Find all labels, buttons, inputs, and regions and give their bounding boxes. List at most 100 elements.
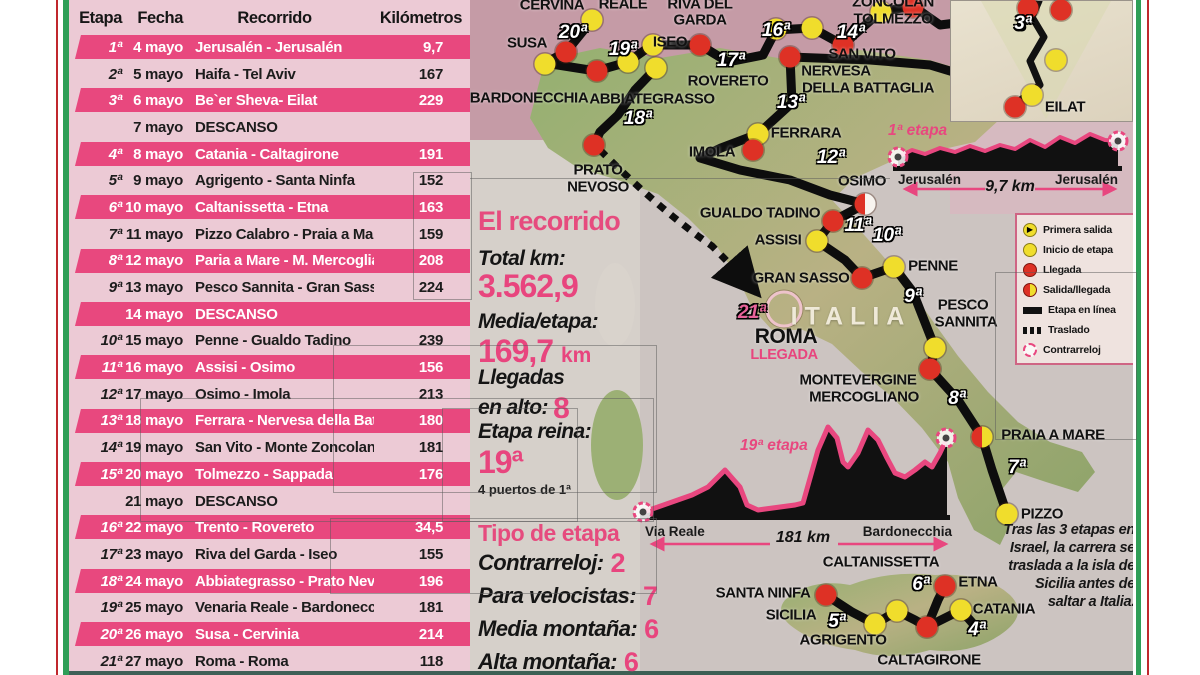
route-cell: Pesco Sannita - Gran Sasso xyxy=(195,279,374,297)
stage-number: 10ª xyxy=(872,225,902,246)
stage-type-value: 6 xyxy=(644,614,659,644)
route-cell: Susa - Cervinia xyxy=(195,625,299,643)
finish-marker xyxy=(815,584,837,606)
km-cell: 9,7 xyxy=(423,38,443,56)
map-label: MONTEVERGINE xyxy=(799,371,917,389)
finish-marker xyxy=(902,0,924,18)
route-cell: Riva del Garda - Iseo xyxy=(195,545,338,563)
map-label: RIVA DEL xyxy=(667,0,733,13)
llegadas-text: en alto: xyxy=(478,396,548,419)
finish-marker xyxy=(555,41,577,63)
stage-cell: 2ª xyxy=(108,65,123,83)
map-label: ZONCOLAN xyxy=(852,0,934,11)
stage-table-header: Etapa Fecha Recorrido Kilómetros xyxy=(69,6,470,30)
legend-item: Salida/llegada xyxy=(1023,280,1129,299)
map-label: MERCOGLIANO xyxy=(809,388,919,406)
map-label: LLEGADA xyxy=(750,347,818,363)
italy-landmass xyxy=(530,48,1095,545)
km-cell: 191 xyxy=(418,145,443,163)
media-etapa-value: 169,7 km xyxy=(478,335,591,367)
date-cell: 25 mayo xyxy=(125,599,183,617)
stage-start-marker xyxy=(864,613,886,635)
route-cell: Abbiategrasso - Prato Nevoso xyxy=(195,572,374,590)
map-label: ISEO xyxy=(652,33,688,51)
table-row: 20ª 26 mayo Susa - Cervinia 214 xyxy=(69,621,470,648)
stage-start-marker xyxy=(883,256,905,278)
stage-type-label: Alta montaña: xyxy=(478,649,617,674)
map-label: DELLA BATTAGLIA xyxy=(801,79,935,97)
date-cell: 23 mayo xyxy=(125,545,183,563)
table-row: 7ª 11 mayo Pizzo Calabro - Praia a Mare 159 xyxy=(69,221,470,248)
flag-red-line-left xyxy=(56,0,58,675)
stage19-start-label: Via Reale xyxy=(645,524,705,539)
table-row: 21 mayo DESCANSO xyxy=(69,488,470,515)
stage-cell: 16ª xyxy=(100,519,123,537)
stage-number: 13ª xyxy=(776,92,806,113)
tipo-etapa-title: Tipo de etapa xyxy=(478,520,620,546)
table-row: 16ª 22 mayo Trento - Rovereto 34,5 xyxy=(69,514,470,541)
stage-cell: 5ª xyxy=(108,172,123,190)
map-label: SANNITA xyxy=(934,313,998,331)
stage-start-marker xyxy=(1021,84,1043,106)
stage-cell: 7ª xyxy=(108,225,123,243)
table-row: 14ª 19 mayo San Vito - Monte Zoncolan 181 xyxy=(69,434,470,461)
stage-start-marker xyxy=(1045,49,1067,71)
map-label: BARDONECCHIA xyxy=(470,89,589,107)
legend-item: ▶ Primera salida xyxy=(1023,220,1129,239)
stage-start-marker xyxy=(886,600,908,622)
table-row: 2ª 5 mayo Haifa - Tel Aviv 167 xyxy=(69,61,470,88)
stage-table-rows: 1ª 4 mayo Jerusalén - Jerusalén 9,7 2ª 5 mayo… xyxy=(69,34,470,675)
km-cell: 34,5 xyxy=(415,519,443,537)
km-cell: 176 xyxy=(418,465,443,483)
map-label: IMOLA xyxy=(688,143,736,161)
stage-type-value: 7 xyxy=(642,581,658,611)
stage-number: 16ª xyxy=(761,20,791,41)
date-cell: 21 mayo xyxy=(125,492,183,510)
km-cell: 181 xyxy=(418,599,443,617)
stage-start-marker xyxy=(645,57,667,79)
date-cell: 12 mayo xyxy=(125,252,183,270)
map-label: PIZZO xyxy=(1020,505,1064,523)
date-cell: 18 mayo xyxy=(125,412,183,430)
route-cell: DESCANSO xyxy=(195,492,278,510)
header-kilometros: Kilómetros xyxy=(379,8,463,27)
map-label: CALTANISSETTA xyxy=(822,553,940,571)
table-row: 11ª 16 mayo Assisi - Osimo 156 xyxy=(69,354,470,381)
flag-green-line-left xyxy=(63,0,69,675)
map-label: TOLMEZZO xyxy=(853,10,933,28)
map-label: ETNA xyxy=(958,573,998,591)
stage-cell: 8ª xyxy=(108,252,123,270)
map-label: SANTA NINFA xyxy=(715,584,811,602)
map-label: FERRARA xyxy=(770,124,842,142)
route-cell: San Vito - Monte Zoncolan xyxy=(195,439,374,457)
stage-start-marker xyxy=(534,53,556,75)
route-cell: Ferrara - Nervesa della Battaglia xyxy=(195,412,374,430)
date-cell: 13 mayo xyxy=(125,279,183,297)
header-etapa: Etapa xyxy=(79,8,122,27)
recorrido-title: El recorrido xyxy=(478,206,621,236)
stage-start-marker xyxy=(801,17,823,39)
map-label: NEVOSO xyxy=(567,178,629,196)
stage-number: 18ª xyxy=(623,108,653,129)
stage-cell: 13ª xyxy=(100,412,123,430)
map-label: SAN VITO xyxy=(828,45,896,63)
legend-label: Etapa en línea xyxy=(1048,304,1116,317)
stage1-distance-label: 9,7 km xyxy=(985,178,1035,195)
stage-start-marker xyxy=(996,503,1018,525)
km-cell: 167 xyxy=(418,65,443,83)
table-row: 5ª 9 mayo Agrigento - Santa Ninfa 152 xyxy=(69,167,470,194)
route-cell: Roma - Roma xyxy=(195,652,289,670)
legend-item: Contrarreloj xyxy=(1023,341,1129,360)
route-cell: Agrigento - Santa Ninfa xyxy=(195,172,355,190)
stage-cell: 18ª xyxy=(100,572,123,590)
transfer-dashed-line xyxy=(597,147,762,299)
finish-marker xyxy=(1050,0,1072,21)
finish-marker xyxy=(689,34,711,56)
legend-item: Llegada xyxy=(1023,260,1129,279)
stage-cell: 4ª xyxy=(108,145,123,163)
stage-cell: 11ª xyxy=(101,359,123,377)
israel-route xyxy=(981,0,1111,119)
